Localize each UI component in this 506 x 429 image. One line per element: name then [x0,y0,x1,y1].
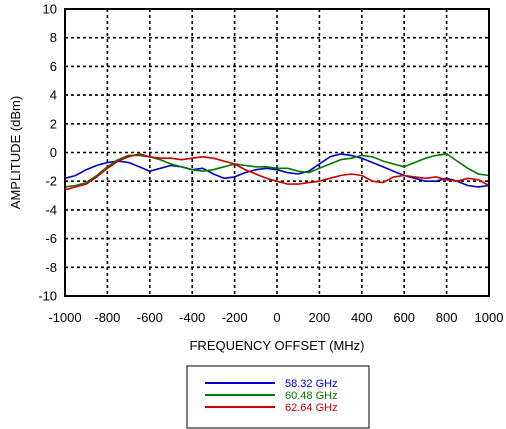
legend-box [186,365,370,429]
x-tick-label: 200 [309,310,331,325]
x-tick-label: -1000 [48,310,81,325]
x-tick-label: 800 [436,310,458,325]
y-tick-label: 4 [50,88,57,103]
y-tick-label: -10 [38,289,57,304]
y-axis-label: AMPLITUDE (dBm) [8,96,23,209]
x-tick-label: -200 [222,310,248,325]
x-tick-label: 1000 [475,310,504,325]
y-tick-label: 0 [50,145,57,160]
y-tick-label: -6 [45,231,57,246]
y-tick-label: 10 [43,2,57,17]
x-tick-label: 600 [393,310,415,325]
y-tick-label: -8 [45,260,57,275]
y-tick-label: 6 [50,59,57,74]
legend-label: 58.32 GHz [285,378,338,390]
series-line [64,153,490,188]
y-tick-label: 8 [50,30,57,45]
x-tick-label: 0 [273,310,280,325]
grid [65,9,489,296]
plot-area [64,8,490,297]
legend-label: 60.48 GHz [285,390,338,402]
y-tick-label: -4 [45,202,57,217]
x-axis: -1000 -800 -600 -400 -200 0 200 400 600 800 1000 [48,310,503,325]
legend-label: 62.64 GHz [285,402,338,414]
y-tick-label: 2 [50,116,57,131]
y-tick-label: -2 [45,174,57,189]
x-axis-label: FREQUENCY OFFSET (MHz) [189,338,364,353]
series-line [64,153,490,191]
y-axis: -10 -8 -6 -4 -2 0 2 4 6 8 10 [38,2,57,304]
x-tick-label: -400 [179,310,205,325]
series-lines [64,153,490,191]
x-tick-label: -600 [137,310,163,325]
x-tick-label: -800 [94,310,120,325]
x-tick-label: 400 [351,310,373,325]
